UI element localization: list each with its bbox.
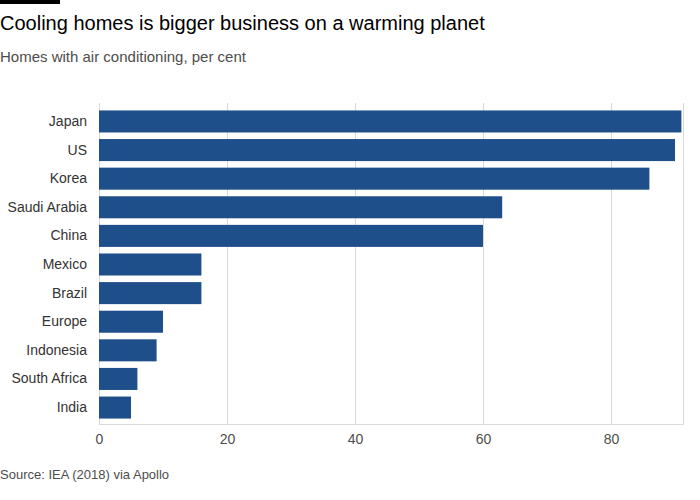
- bar: [99, 168, 649, 190]
- y-tick-label: India: [57, 399, 88, 415]
- y-axis: Japan US Korea Saudi Arabia China Mexico Brazi…: [8, 113, 88, 415]
- x-tick-label: 40: [348, 431, 364, 447]
- y-tick: India: [57, 399, 88, 415]
- bar: [99, 397, 131, 419]
- chart: Cooling homes is bigger business on a wa…: [0, 0, 700, 500]
- bar: [99, 139, 675, 161]
- x-axis-line: [100, 103, 684, 425]
- subtitle: Homes with air conditioning, per cent: [0, 48, 247, 65]
- x-tick-label: 20: [220, 431, 236, 447]
- bar: [99, 196, 502, 218]
- x-axis: 0 20 40 60 80: [96, 103, 684, 447]
- y-tick: South Africa: [12, 370, 88, 386]
- header-rule: [0, 0, 60, 4]
- title: Cooling homes is bigger business on a wa…: [0, 12, 485, 34]
- y-tick-label: Korea: [50, 170, 88, 186]
- y-tick: Korea: [50, 170, 88, 186]
- y-tick: Japan: [49, 113, 87, 129]
- bar: [99, 282, 201, 304]
- x-tick-label: 60: [476, 431, 492, 447]
- bars: [99, 110, 681, 418]
- x-tick-label: 80: [604, 431, 620, 447]
- plot: 0 20 40 60 80 Japan US Korea Saudi Arabia China Me…: [8, 103, 684, 447]
- y-tick: Saudi Arabia: [8, 199, 88, 215]
- bar: [99, 311, 163, 333]
- y-tick: Mexico: [43, 256, 88, 272]
- y-tick-label: Brazil: [52, 285, 87, 301]
- y-tick-label: China: [50, 227, 87, 243]
- y-tick: Europe: [42, 313, 87, 329]
- y-tick-label: Indonesia: [26, 342, 87, 358]
- source: Source: IEA (2018) via Apollo: [0, 467, 169, 482]
- x-tick-label: 0: [96, 431, 104, 447]
- y-tick-label: Mexico: [43, 256, 88, 272]
- bar: [99, 225, 483, 247]
- y-tick: Brazil: [52, 285, 87, 301]
- y-tick: China: [50, 227, 87, 243]
- y-tick-label: Europe: [42, 313, 87, 329]
- y-tick-label: Japan: [49, 113, 87, 129]
- y-tick-label: Saudi Arabia: [8, 199, 88, 215]
- y-tick-label: South Africa: [12, 370, 88, 386]
- bar: [99, 110, 681, 132]
- bar: [99, 339, 157, 361]
- y-tick: Indonesia: [26, 342, 87, 358]
- y-tick-label: US: [68, 142, 87, 158]
- bar: [99, 368, 137, 390]
- bar: [99, 253, 201, 275]
- y-tick: US: [68, 142, 87, 158]
